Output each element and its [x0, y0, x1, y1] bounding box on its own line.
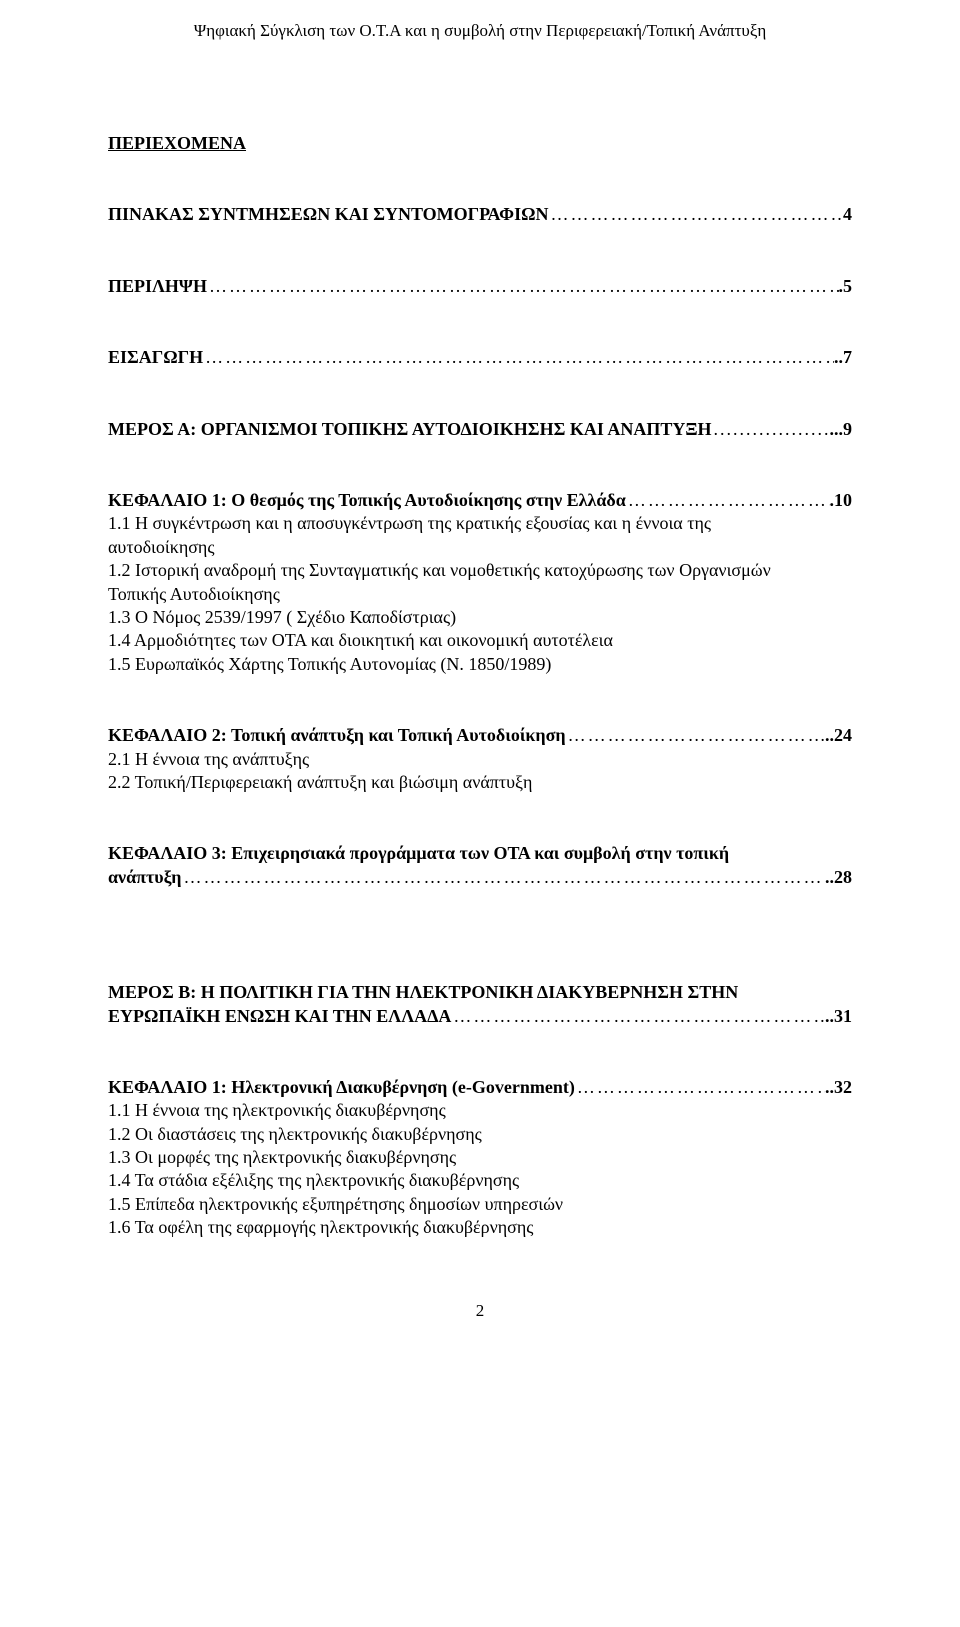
- toc-subentry: 1.2 Οι διαστάσεις της ηλεκτρονικής διακυ…: [108, 1123, 852, 1146]
- toc-page: ..28: [825, 866, 852, 889]
- chapter-3-block: ΚΕΦΑΛΑΙΟ 3: Επιχειρησιακά προγράμματα τω…: [108, 842, 852, 889]
- leader-dots: [203, 346, 834, 369]
- toc-subentry: 1.3 Ο Νόμος 2539/1997 ( Σχέδιο Καποδίστρ…: [108, 606, 852, 629]
- toc-page: .5: [839, 275, 853, 298]
- chapter-2-block: ΚΕΦΑΛΑΙΟ 2: Τοπική ανάπτυξη και Τοπική Α…: [108, 724, 852, 794]
- toc-page: .10: [830, 489, 853, 512]
- toc-label: ΚΕΦΑΛΑΙΟ 3: Επιχειρησιακά προγράμματα τω…: [108, 842, 852, 865]
- toc-label: ΕΙΣΑΓΩΓΗ: [108, 346, 203, 369]
- page-number: 2: [108, 1300, 852, 1322]
- leader-dots: [575, 1076, 825, 1099]
- toc-page: ..24: [825, 724, 852, 747]
- chapter-1-block: ΚΕΦΑΛΑΙΟ 1: Ο θεσμός της Τοπικής Αυτοδιο…: [108, 489, 852, 676]
- contents-title: ΠΕΡΙΕΧΟΜΕΝΑ: [108, 132, 852, 155]
- toc-label: ΠΙΝΑΚΑΣ ΣΥΝΤΜΗΣΕΩΝ ΚΑΙ ΣΥΝΤΟΜΟΓΡΑΦΙΩΝ: [108, 203, 549, 226]
- toc-subentry: 1.4 Αρμοδιότητες των ΟΤΑ και διοικητική …: [108, 629, 852, 652]
- leader-dots: [626, 489, 830, 512]
- leader-dots: [549, 203, 844, 226]
- toc-page: 4: [843, 203, 852, 226]
- toc-label: ΠΕΡΙΛΗΨΗ: [108, 275, 207, 298]
- running-header: Ψηφιακή Σύγκλιση των Ο.Τ.Α και η συμβολή…: [108, 20, 852, 42]
- toc-entry-summary: ΠΕΡΙΛΗΨΗ .5: [108, 275, 852, 298]
- leader-dots: [712, 418, 830, 441]
- toc-entry-part-a: ΜΕΡΟΣ Α: ΟΡΓΑΝΙΣΜΟΙ ΤΟΠΙΚΗΣ ΑΥΤΟΔΙΟΙΚΗΣΗ…: [108, 418, 852, 441]
- leader-dots: [207, 275, 839, 298]
- toc-label: ΜΕΡΟΣ Α: ΟΡΓΑΝΙΣΜΟΙ ΤΟΠΙΚΗΣ ΑΥΤΟΔΙΟΙΚΗΣΗ…: [108, 418, 712, 441]
- toc-label: ΚΕΦΑΛΑΙΟ 1: Ηλεκτρονική Διακυβέρνηση (e-…: [108, 1076, 575, 1099]
- chapter-b1-block: ΚΕΦΑΛΑΙΟ 1: Ηλεκτρονική Διακυβέρνηση (e-…: [108, 1076, 852, 1240]
- toc-page: ...9: [830, 418, 853, 441]
- toc-subentry: 1.1 Η έννοια της ηλεκτρονικής διακυβέρνη…: [108, 1099, 852, 1122]
- toc-subentry: 1.1 Η συγκέντρωση και η αποσυγκέντρωση τ…: [108, 512, 852, 535]
- toc-entry-intro: ΕΙΣΑΓΩΓΗ ..7: [108, 346, 852, 369]
- toc-page: ..31: [825, 1005, 852, 1028]
- toc-label: ανάπτυξη: [108, 866, 182, 889]
- toc-subentry: Τοπικής Αυτοδιοίκησης: [108, 583, 852, 606]
- toc-subentry: 2.2 Τοπική/Περιφερειακή ανάπτυξη και βιώ…: [108, 771, 852, 794]
- toc-page: ..7: [834, 346, 852, 369]
- leader-dots: [182, 866, 826, 889]
- toc-entry-part-b: ΜΕΡΟΣ Β: Η ΠΟΛΙΤΙΚΗ ΓΙΑ ΤΗΝ ΗΛΕΚΤΡΟΝΙΚΗ …: [108, 981, 852, 1028]
- toc-subentry: 1.2 Ιστορική αναδρομή της Συνταγματικής …: [108, 559, 852, 582]
- toc-page: ..32: [825, 1076, 852, 1099]
- toc-subentry: αυτοδιοίκησης: [108, 536, 852, 559]
- toc-label: ΚΕΦΑΛΑΙΟ 2: Τοπική ανάπτυξη και Τοπική Α…: [108, 724, 566, 747]
- toc-subentry: 1.4 Τα στάδια εξέλιξης της ηλεκτρονικής …: [108, 1169, 852, 1192]
- toc-label: ΚΕΦΑΛΑΙΟ 1: Ο θεσμός της Τοπικής Αυτοδιο…: [108, 489, 626, 512]
- toc-subentry: 1.5 Επίπεδα ηλεκτρονικής εξυπηρέτησης δη…: [108, 1193, 852, 1216]
- toc-subentry: 1.5 Ευρωπαϊκός Χάρτης Τοπικής Αυτονομίας…: [108, 653, 852, 676]
- toc-entry-abbrev: ΠΙΝΑΚΑΣ ΣΥΝΤΜΗΣΕΩΝ ΚΑΙ ΣΥΝΤΟΜΟΓΡΑΦΙΩΝ 4: [108, 203, 852, 226]
- leader-dots: [566, 724, 825, 747]
- toc-subentry: 1.6 Τα οφέλη της εφαρμογής ηλεκτρονικής …: [108, 1216, 852, 1239]
- leader-dots: [451, 1005, 825, 1028]
- toc-subentry: 2.1 Η έννοια της ανάπτυξης: [108, 748, 852, 771]
- toc-label: ΜΕΡΟΣ Β: Η ΠΟΛΙΤΙΚΗ ΓΙΑ ΤΗΝ ΗΛΕΚΤΡΟΝΙΚΗ …: [108, 981, 852, 1004]
- toc-subentry: 1.3 Οι μορφές της ηλεκτρονικής διακυβέρν…: [108, 1146, 852, 1169]
- toc-label: ΕΥΡΩΠΑΪΚΗ ΕΝΩΣΗ ΚΑΙ ΤΗΝ ΕΛΛΑΔΑ: [108, 1005, 451, 1028]
